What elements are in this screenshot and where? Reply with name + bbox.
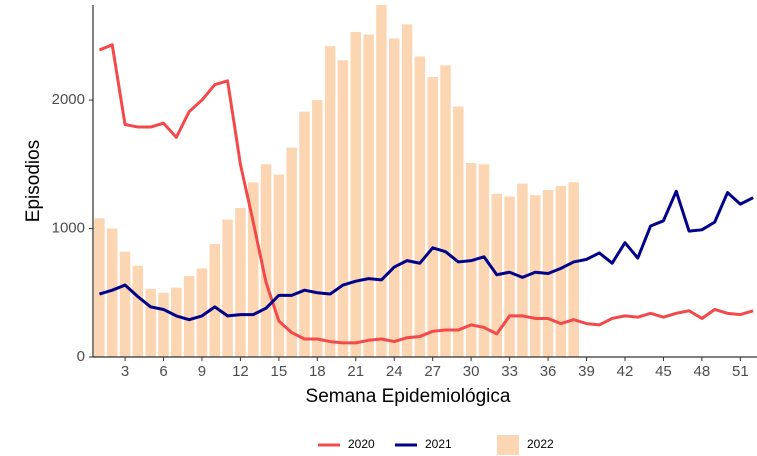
bar: [350, 31, 362, 357]
bar: [363, 34, 374, 357]
bar: [247, 182, 259, 357]
bar: [273, 174, 285, 357]
x-tick-label: 21: [347, 363, 364, 380]
legend-label: 2021: [425, 437, 452, 451]
x-tick-label: 12: [232, 363, 249, 380]
bar: [401, 24, 413, 357]
bar: [517, 183, 528, 357]
x-tick-label: 45: [655, 363, 672, 380]
legend-swatch: [497, 435, 519, 455]
bar: [260, 164, 272, 357]
x-tick-label: 42: [617, 363, 634, 380]
bar: [235, 207, 246, 357]
y-tick-label: 1000: [52, 220, 85, 237]
bar: [504, 196, 515, 357]
line: [98, 189, 754, 322]
y-tick-label: 2000: [52, 91, 85, 108]
x-tick-label: 30: [463, 363, 480, 380]
x-tick-label: 18: [309, 363, 326, 380]
bar: [312, 100, 323, 357]
bar: [183, 276, 195, 357]
bar: [196, 268, 208, 357]
bar: [337, 60, 349, 357]
x-tick-label: 27: [424, 363, 441, 380]
bar: [568, 182, 579, 357]
x-tick-label: 9: [198, 363, 206, 380]
bar: [158, 292, 169, 357]
bar: [324, 46, 336, 357]
bar: [171, 287, 182, 357]
x-tick-label: 3: [121, 363, 129, 380]
bar: [119, 251, 131, 357]
bar: [555, 186, 567, 357]
bar: [453, 106, 464, 357]
bar: [427, 76, 438, 357]
x-tick-label: 6: [159, 363, 167, 380]
bar: [132, 265, 144, 357]
bar: [286, 147, 297, 357]
x-tick-label: 33: [501, 363, 518, 380]
x-tick-label: 51: [732, 363, 749, 380]
bar: [209, 243, 221, 357]
bar: [299, 111, 310, 357]
bar: [106, 228, 118, 357]
bar: [94, 218, 105, 357]
bar: [478, 164, 490, 357]
bar: [145, 288, 156, 357]
bar: [440, 65, 451, 357]
y-axis-label: Episodios: [23, 140, 44, 222]
legend-label: 2022: [527, 437, 554, 451]
x-tick-label: 24: [386, 363, 403, 380]
x-tick-label: 48: [694, 363, 711, 380]
x-tick-label: 15: [271, 363, 288, 380]
line: [98, 43, 754, 345]
x-axis-label: Semana Epidemiológica: [306, 386, 511, 407]
bar: [388, 38, 400, 357]
x-tick-label: 36: [540, 363, 557, 380]
bar: [529, 195, 541, 357]
x-tick-label: 39: [578, 363, 595, 380]
bar: [376, 5, 387, 357]
legend-label: 2020: [348, 437, 375, 451]
bar: [222, 219, 233, 357]
y-tick-label: 0: [77, 348, 85, 365]
bar: [414, 56, 426, 357]
